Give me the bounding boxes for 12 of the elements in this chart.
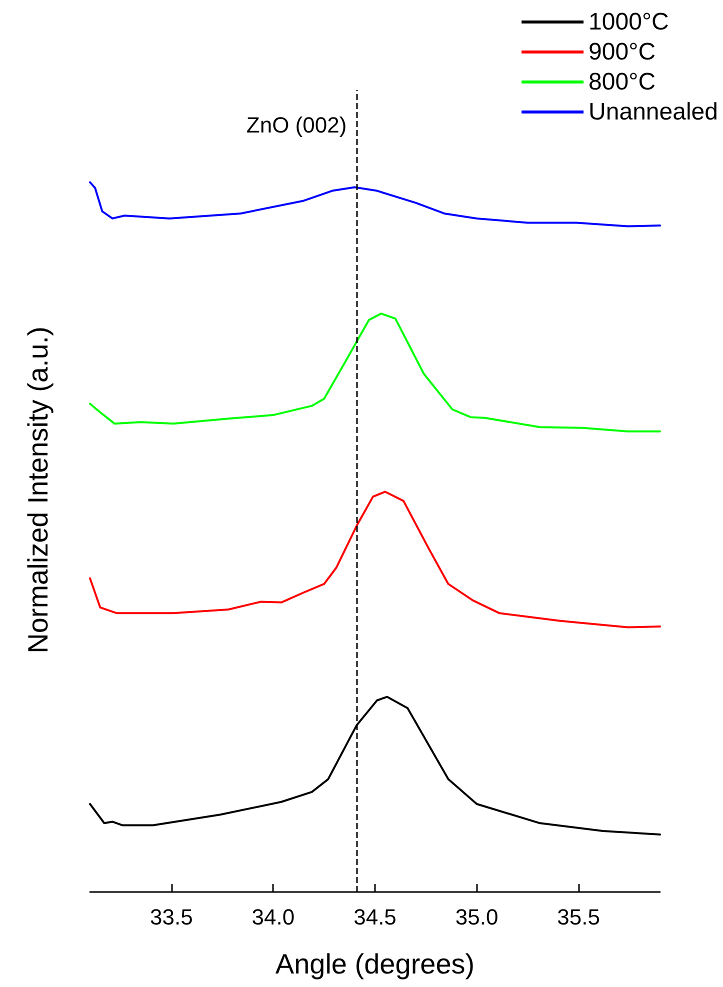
y-axis-title: Normalized Intensity (a.u.) — [22, 326, 54, 654]
legend-label: 1000°C — [588, 8, 669, 36]
x-tick-label: 33.5 — [150, 904, 193, 930]
ref-line-label: ZnO (002) — [246, 112, 347, 138]
legend-label: Unannealed — [588, 98, 718, 126]
legend-label: 800°C — [588, 68, 656, 96]
legend-label: 900°C — [588, 38, 656, 66]
x-tick-label: 35.0 — [455, 904, 498, 930]
x-axis-title: Angle (degrees) — [275, 948, 475, 980]
x-tick-label: 34.5 — [354, 904, 396, 930]
x-tick-label: 35.5 — [557, 904, 600, 930]
x-tick-label: 34.0 — [252, 904, 295, 930]
